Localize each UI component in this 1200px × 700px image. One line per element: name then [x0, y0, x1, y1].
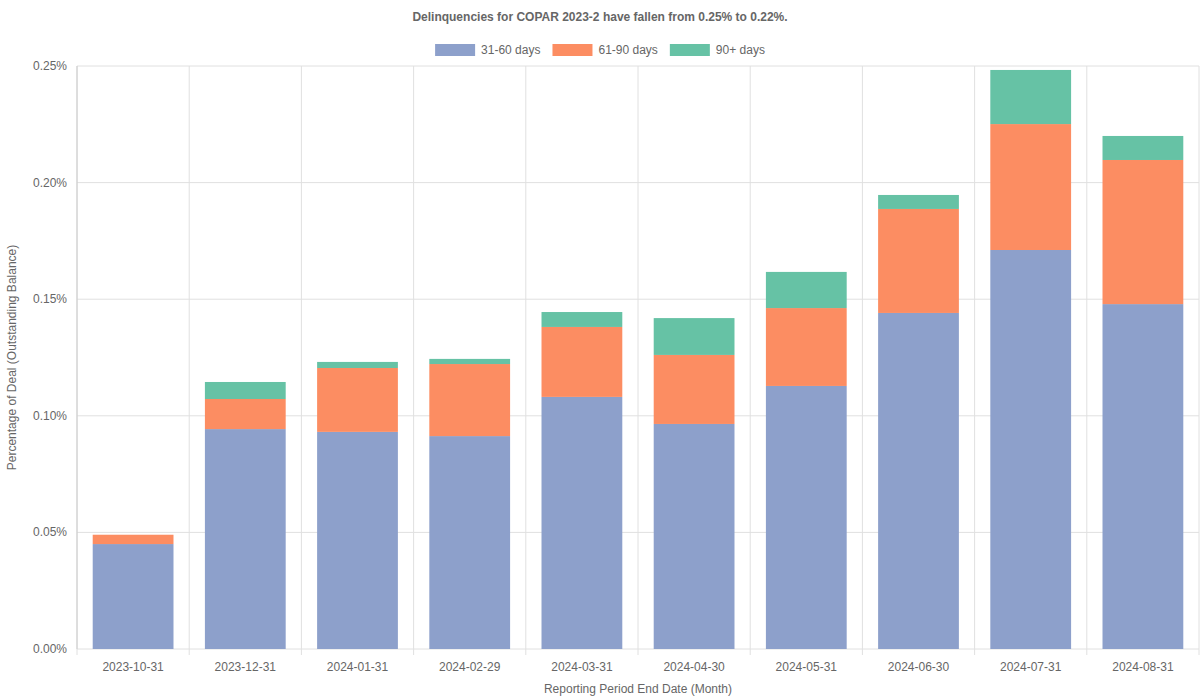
bar-segment [429, 359, 510, 364]
x-axis-title: Reporting Period End Date (Month) [544, 682, 732, 696]
grid-line-vertical [862, 66, 863, 655]
bar-segment [317, 432, 398, 649]
bar-segment [542, 327, 623, 397]
y-tick-label: 0.20% [33, 176, 67, 190]
grid-line-vertical [189, 66, 190, 655]
bar-segment [93, 534, 174, 535]
bar-segment [93, 544, 174, 649]
bars [93, 70, 1184, 649]
legend-label: 61-90 days [598, 43, 657, 57]
bar-segment [766, 272, 847, 308]
bar-segment [205, 429, 286, 649]
bar-segment [654, 424, 735, 649]
x-tick-label: 2023-12-31 [215, 660, 277, 674]
bar-segment [654, 318, 735, 355]
bar-segment [429, 436, 510, 649]
y-axis-line [77, 66, 78, 649]
bar-segment [1103, 304, 1184, 649]
grid-line-vertical [301, 66, 302, 655]
grid-line-vertical [1199, 66, 1200, 655]
y-tick-label: 0.10% [33, 409, 67, 423]
bar-segment [317, 362, 398, 368]
bar-segment [542, 312, 623, 327]
bar-segment [990, 124, 1071, 250]
grid-line-vertical [413, 66, 414, 655]
x-tick-label: 2024-03-31 [551, 660, 613, 674]
bar-segment [766, 308, 847, 386]
x-tick-label: 2024-04-30 [663, 660, 725, 674]
grid-line-vertical [525, 66, 526, 655]
bar-segment [990, 250, 1071, 649]
x-tick-label: 2024-08-31 [1112, 660, 1174, 674]
legend: 31-60 days 61-90 days 90+ days [435, 43, 765, 57]
bar-segment [542, 397, 623, 649]
y-tick-label: 0.15% [33, 292, 67, 306]
grid-line-vertical [974, 66, 975, 655]
y-tick-label: 0.25% [33, 59, 67, 73]
bar-segment [654, 355, 735, 424]
bar-segment [878, 313, 959, 649]
grid-line-vertical [750, 66, 751, 655]
x-tick-label: 2024-01-31 [327, 660, 389, 674]
x-tick-label: 2023-10-31 [102, 660, 164, 674]
y-tick-label: 0.05% [33, 525, 67, 539]
legend-label: 90+ days [716, 43, 765, 57]
x-tick-label: 2024-02-29 [439, 660, 501, 674]
legend-swatch [552, 44, 592, 56]
x-tick-label: 2024-06-30 [888, 660, 950, 674]
x-tick-label: 2024-07-31 [1000, 660, 1062, 674]
bar-segment [1103, 136, 1184, 160]
legend-label: 31-60 days [481, 43, 540, 57]
title: Delinquencies for COPAR 2023-2 have fall… [412, 10, 787, 24]
y-axis-title: Percentage of Deal (Outstanding Balance) [5, 245, 19, 470]
bar-segment [766, 386, 847, 649]
x-tick-label: 2024-05-31 [776, 660, 838, 674]
grid-line-vertical [77, 66, 78, 655]
bar-segment [990, 70, 1071, 124]
legend-swatch [670, 44, 710, 56]
bar-segment [1103, 160, 1184, 304]
bar-segment [878, 209, 959, 313]
bar-segment [205, 382, 286, 399]
bar-segment [205, 399, 286, 429]
bar-segment [317, 368, 398, 432]
grid-line-vertical [1086, 66, 1087, 655]
legend-swatch [435, 44, 475, 56]
grid-line-vertical [638, 66, 639, 655]
chart: 0.00% 0.05% 0.10% 0.15% 0.20% 0.25% 2023-10-31… [0, 0, 1200, 700]
bar-segment [93, 535, 174, 544]
bar-segment [429, 364, 510, 436]
y-tick-label: 0.00% [33, 642, 67, 656]
bar-segment [878, 195, 959, 209]
